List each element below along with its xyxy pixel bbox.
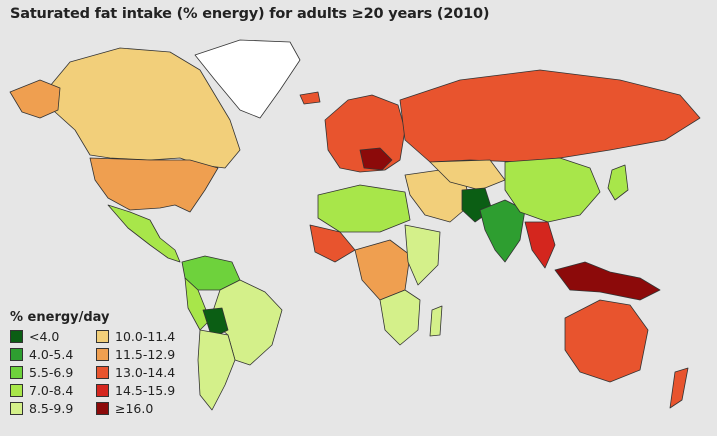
map-title: Saturated fat intake (% energy) for adul… bbox=[10, 6, 490, 22]
legend-swatch bbox=[96, 384, 109, 397]
region-central-asia bbox=[429, 159, 506, 191]
legend-swatch bbox=[10, 384, 23, 397]
legend: % energy/day <4.0 10.0-11.4 4.0-5.4 11.5… bbox=[10, 310, 206, 416]
region-west-africa bbox=[309, 224, 356, 263]
legend-item: 11.5-12.9 bbox=[96, 347, 206, 362]
legend-item: 7.0-8.4 bbox=[10, 383, 96, 398]
region-southeast-asia bbox=[524, 221, 556, 269]
legend-swatch bbox=[96, 402, 109, 415]
region-iceland bbox=[299, 91, 321, 105]
legend-label: 13.0-14.4 bbox=[115, 365, 176, 380]
region-madagascar bbox=[429, 305, 443, 337]
legend-item: <4.0 bbox=[10, 329, 96, 344]
region-china bbox=[504, 157, 601, 223]
region-mexico bbox=[107, 204, 181, 263]
region-alaska bbox=[9, 79, 61, 119]
region-east-africa bbox=[404, 224, 441, 286]
legend-label: 7.0-8.4 bbox=[29, 383, 74, 398]
legend-label: <4.0 bbox=[29, 329, 60, 344]
legend-item: ≥16.0 bbox=[96, 401, 206, 416]
region-indonesia bbox=[554, 261, 661, 301]
legend-label: 8.5-9.9 bbox=[29, 401, 74, 416]
legend-label: 4.0-5.4 bbox=[29, 347, 74, 362]
legend-label: 14.5-15.9 bbox=[115, 383, 176, 398]
legend-swatch bbox=[96, 348, 109, 361]
region-new-zealand bbox=[669, 367, 689, 409]
legend-item: 4.0-5.4 bbox=[10, 347, 96, 362]
region-southern-cone bbox=[197, 329, 236, 411]
legend-swatch bbox=[10, 330, 23, 343]
legend-swatch bbox=[10, 348, 23, 361]
legend-title: % energy/day bbox=[10, 310, 110, 325]
legend-label: 10.0-11.4 bbox=[115, 329, 176, 344]
legend-item: 13.0-14.4 bbox=[96, 365, 206, 380]
region-canada bbox=[39, 47, 241, 169]
region-india bbox=[479, 199, 526, 263]
legend-label: 5.5-6.9 bbox=[29, 365, 74, 380]
legend-swatch bbox=[96, 366, 109, 379]
legend-item: 8.5-9.9 bbox=[10, 401, 96, 416]
legend-item: 5.5-6.9 bbox=[10, 365, 96, 380]
region-greenland bbox=[194, 39, 301, 119]
legend-swatch bbox=[96, 330, 109, 343]
region-peru bbox=[184, 277, 211, 331]
legend-label: 11.5-12.9 bbox=[115, 347, 176, 362]
legend-swatch bbox=[10, 366, 23, 379]
legend-label: ≥16.0 bbox=[115, 401, 154, 416]
region-southern-africa bbox=[379, 289, 421, 346]
region-usa bbox=[89, 157, 219, 213]
region-north-africa bbox=[317, 184, 411, 233]
region-japan bbox=[607, 164, 629, 201]
region-bolivia bbox=[202, 307, 229, 339]
region-australia bbox=[564, 299, 649, 383]
legend-item: 14.5-15.9 bbox=[96, 383, 206, 398]
legend-item: 10.0-11.4 bbox=[96, 329, 206, 344]
region-russia bbox=[399, 69, 701, 163]
legend-swatch bbox=[10, 402, 23, 415]
region-central-europe bbox=[359, 147, 393, 171]
